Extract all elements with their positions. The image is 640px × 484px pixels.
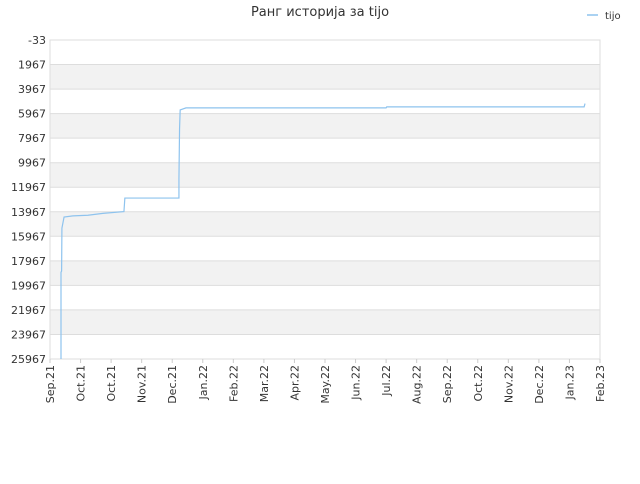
x-tick-label: Oct.22 xyxy=(472,365,485,402)
x-tick-label: Nov.22 xyxy=(502,365,515,403)
chart-title: Ранг историја за tijo xyxy=(251,5,389,20)
x-tick-label: Mar.22 xyxy=(258,365,271,402)
y-tick-label: 19967 xyxy=(11,279,46,292)
x-tick-label: Aug.22 xyxy=(411,365,424,404)
y-tick-label: 15967 xyxy=(11,230,46,243)
legend-label: tijo xyxy=(605,11,621,22)
x-tick-label: Oct.21 xyxy=(105,365,118,402)
x-tick-label: Feb.22 xyxy=(227,365,240,402)
x-tick-label: Jun.22 xyxy=(350,365,363,401)
x-tick-label: Sep.21 xyxy=(44,365,57,403)
x-tick-label: Jan.22 xyxy=(197,365,210,400)
grid-band xyxy=(50,260,600,286)
y-tick-label: 25967 xyxy=(11,353,46,366)
y-tick-label: 7967 xyxy=(18,132,46,145)
x-tick-label: Jan.23 xyxy=(563,365,576,400)
x-tick-label: Dec.21 xyxy=(166,365,179,404)
grid-band xyxy=(50,162,600,188)
y-tick-label: 9967 xyxy=(18,157,46,170)
x-tick-label: Feb.23 xyxy=(594,365,607,402)
y-tick-label: 23967 xyxy=(11,328,46,341)
y-tick-label: 21967 xyxy=(11,304,46,317)
grid-band xyxy=(50,309,600,335)
x-tick-label: Sep.22 xyxy=(441,365,454,403)
y-tick-label: 5967 xyxy=(18,108,46,121)
y-tick-label: 13967 xyxy=(11,206,46,219)
x-tick-label: Jul.22 xyxy=(380,365,393,397)
y-tick-label: 17967 xyxy=(11,255,46,268)
x-tick-label: Apr.22 xyxy=(288,365,301,401)
x-tick-label: May.22 xyxy=(319,365,332,404)
y-tick-label: 1967 xyxy=(18,59,46,72)
y-tick-label: 11967 xyxy=(11,181,46,194)
y-tick-label: -33 xyxy=(28,34,46,47)
x-tick-label: Oct.21 xyxy=(75,365,88,402)
y-tick-label: 3967 xyxy=(18,83,46,96)
x-tick-label: Dec.22 xyxy=(533,365,546,404)
x-tick-label: Nov.21 xyxy=(136,365,149,403)
series-line xyxy=(60,103,586,359)
grid-band xyxy=(50,113,600,139)
grid-band xyxy=(50,64,600,90)
grid-band xyxy=(50,211,600,237)
